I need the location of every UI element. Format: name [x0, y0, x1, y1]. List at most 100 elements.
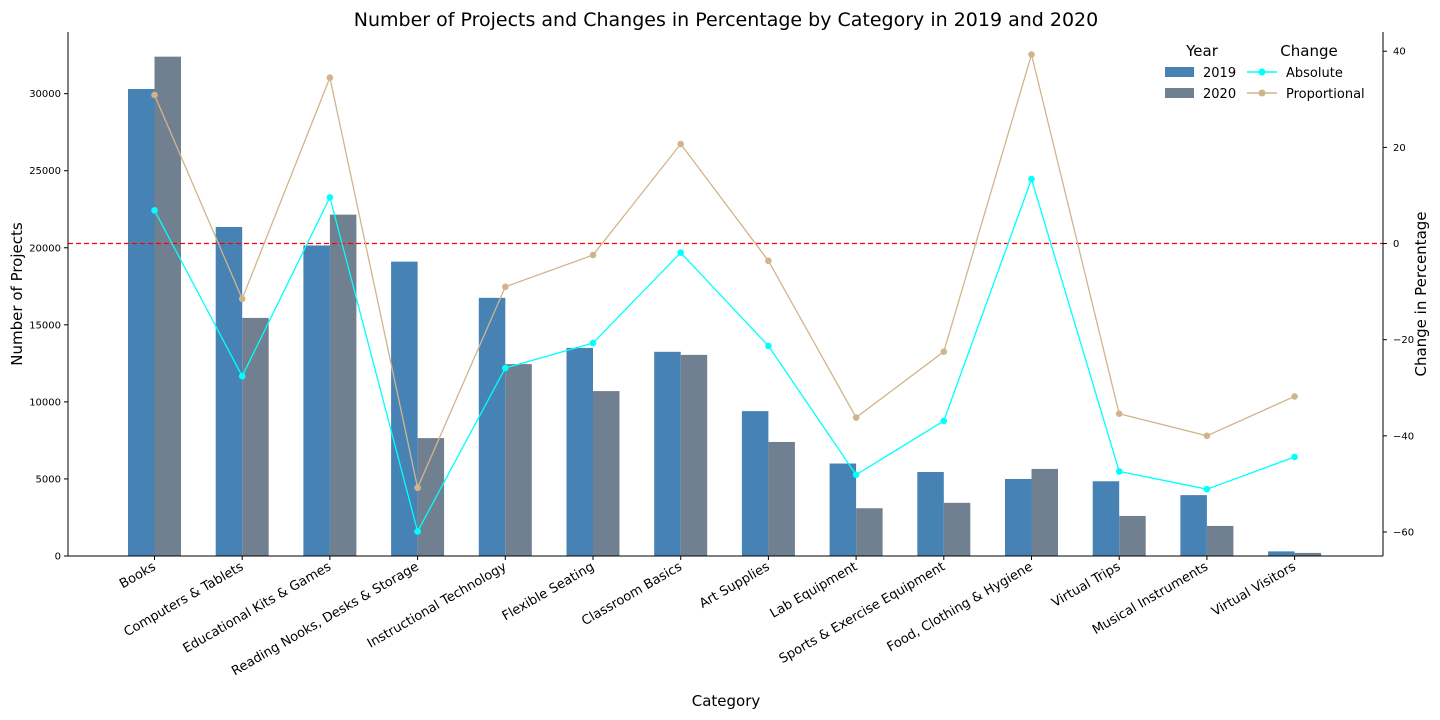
chart-title: Number of Projects and Changes in Percen… — [354, 9, 1098, 31]
legend-year: Year 2019 2020 — [1165, 42, 1236, 102]
y-tick-label-25000: 25000 — [29, 166, 61, 177]
bar-2020-books — [154, 56, 181, 557]
point-proportional-virtual-visitors — [1291, 393, 1298, 400]
bar-2019-reading-nooks-desks-storage — [391, 261, 418, 556]
bar-2019-classroom-basics — [654, 351, 681, 556]
point-proportional-food-clothing-hygiene — [1028, 51, 1035, 58]
legend-change: Change Absolute Proportional — [1247, 42, 1365, 102]
y2-tick-label-20: −20 — [1393, 335, 1414, 346]
point-absolute-virtual-trips — [1115, 468, 1123, 475]
point-proportional-flexible-seating — [589, 251, 597, 259]
legend-label-2020: 2020 — [1203, 87, 1236, 102]
point-proportional-instructional-technology — [502, 283, 509, 291]
legend-label-absolute: Absolute — [1286, 66, 1343, 81]
point-absolute-instructional-technology — [502, 364, 509, 372]
bar-2019-virtual-visitors — [1268, 551, 1295, 556]
x-tick-label-art-supplies: Art Supplies — [697, 559, 773, 611]
y2-tick-label-0: 0 — [1393, 239, 1399, 250]
legend-change-title: Change — [1280, 42, 1337, 60]
point-absolute-food-clothing-hygiene — [1028, 175, 1035, 183]
bar-2020-classroom-basics — [680, 354, 708, 556]
legend-swatch-2019 — [1165, 67, 1194, 77]
x-tick-label-lab-equipment: Lab Equipment — [768, 559, 861, 621]
x-tick-label-educational-kits-games: Educational Kits & Games — [181, 559, 334, 656]
point-absolute-classroom-basics — [677, 249, 684, 256]
bar-2019-flexible-seating — [566, 347, 593, 556]
bar-2020-food-clothing-hygiene — [1031, 468, 1058, 556]
point-absolute-sports-exercise-equipment — [940, 417, 948, 425]
point-proportional-lab-equipment — [852, 414, 860, 421]
axes-group — [67, 32, 1384, 557]
point-absolute-computers-tablets — [238, 372, 246, 380]
bar-2019-food-clothing-hygiene — [1005, 478, 1032, 556]
point-absolute-reading-nooks-desks-storage — [414, 528, 421, 535]
point-absolute-educational-kits-games — [326, 194, 334, 201]
x-tick-label-books: Books — [117, 559, 159, 592]
x-tick-label-reading-nooks-desks-storage: Reading Nooks, Desks & Storage — [229, 559, 421, 679]
x-tick-label-food-clothing-hygiene: Food, Clothing & Hygiene — [885, 559, 1036, 655]
bar-2019-virtual-trips — [1092, 481, 1120, 556]
y-tick-label-15000: 15000 — [29, 320, 61, 331]
bar-2019-art-supplies — [741, 411, 769, 556]
bar-2020-educational-kits-games — [329, 214, 357, 557]
bar-2020-flexible-seating — [593, 391, 620, 556]
y2-tick-label-60: −60 — [1393, 527, 1414, 538]
bar-2020-computers-tablets — [242, 317, 269, 556]
point-absolute-musical-instruments — [1203, 485, 1211, 493]
legend-marker-proportional — [1258, 89, 1266, 97]
bar-2019-instructional-technology — [478, 297, 506, 556]
point-absolute-art-supplies — [765, 342, 772, 350]
point-absolute-lab-equipment — [852, 471, 860, 479]
y-tick-label-20000: 20000 — [29, 243, 61, 254]
x-axis-title: Category — [692, 692, 761, 710]
bar-2020-musical-instruments — [1206, 525, 1234, 556]
point-proportional-computers-tablets — [238, 295, 246, 303]
bar-2019-computers-tablets — [215, 226, 243, 557]
y-tick-label-30000: 30000 — [29, 89, 61, 100]
legend-marker-absolute — [1258, 68, 1266, 76]
bar-2020-virtual-visitors — [1294, 552, 1322, 556]
y-ticks-group: 0 5000 10000 15000 20000 25000 30000 — [29, 89, 68, 563]
y2-axis-title: Change in Percentage — [1412, 211, 1430, 376]
bar-2020-art-supplies — [768, 441, 795, 556]
legend-year-title: Year — [1185, 42, 1219, 60]
point-absolute-books — [151, 207, 158, 214]
y-tick-label-0: 0 — [55, 552, 61, 563]
line-proportional — [153, 52, 1295, 490]
x-tick-label-virtual-trips: Virtual Trips — [1049, 559, 1123, 610]
point-absolute-flexible-seating — [589, 339, 597, 347]
point-proportional-educational-kits-games — [326, 74, 334, 81]
y-tick-label-10000: 10000 — [29, 397, 61, 408]
x-tick-label-sports-exercise-equipment: Sports & Exercise Equipment — [777, 559, 948, 666]
legend-swatch-2020 — [1165, 88, 1194, 98]
change-lines-group — [151, 51, 1298, 535]
bar-2019-educational-kits-games — [303, 245, 330, 556]
point-proportional-art-supplies — [765, 257, 772, 265]
bar-2019-musical-instruments — [1180, 495, 1207, 556]
point-proportional-reading-nooks-desks-storage — [414, 484, 421, 492]
legend-label-2019: 2019 — [1203, 66, 1236, 81]
bars-group — [128, 56, 1322, 557]
legend-label-proportional: Proportional — [1286, 87, 1365, 102]
bar-2020-lab-equipment — [856, 508, 883, 556]
y2-tick-label-40: 40 — [1393, 47, 1406, 58]
line-absolute — [153, 177, 1295, 534]
bar-2019-lab-equipment — [829, 463, 857, 556]
y-tick-label-5000: 5000 — [36, 474, 61, 485]
bar-2020-virtual-trips — [1119, 515, 1146, 556]
y2-tick-label-40: −40 — [1393, 431, 1414, 442]
x-tick-label-virtual-visitors: Virtual Visitors — [1209, 559, 1298, 619]
y-axis-title: Number of Projects — [8, 222, 26, 366]
point-proportional-musical-instruments — [1203, 432, 1211, 440]
point-proportional-books — [151, 91, 158, 99]
y2-ticks-group: −60 −40 −20 0 20 40 — [1383, 47, 1414, 538]
bar-2019-sports-exercise-equipment — [917, 472, 944, 556]
point-proportional-sports-exercise-equipment — [940, 348, 948, 355]
bar-2019-books — [128, 89, 155, 556]
point-proportional-classroom-basics — [677, 140, 684, 148]
x-tick-label-instructional-technology: Instructional Technology — [365, 559, 510, 651]
bar-2020-instructional-technology — [505, 364, 532, 556]
point-absolute-virtual-visitors — [1291, 453, 1298, 461]
